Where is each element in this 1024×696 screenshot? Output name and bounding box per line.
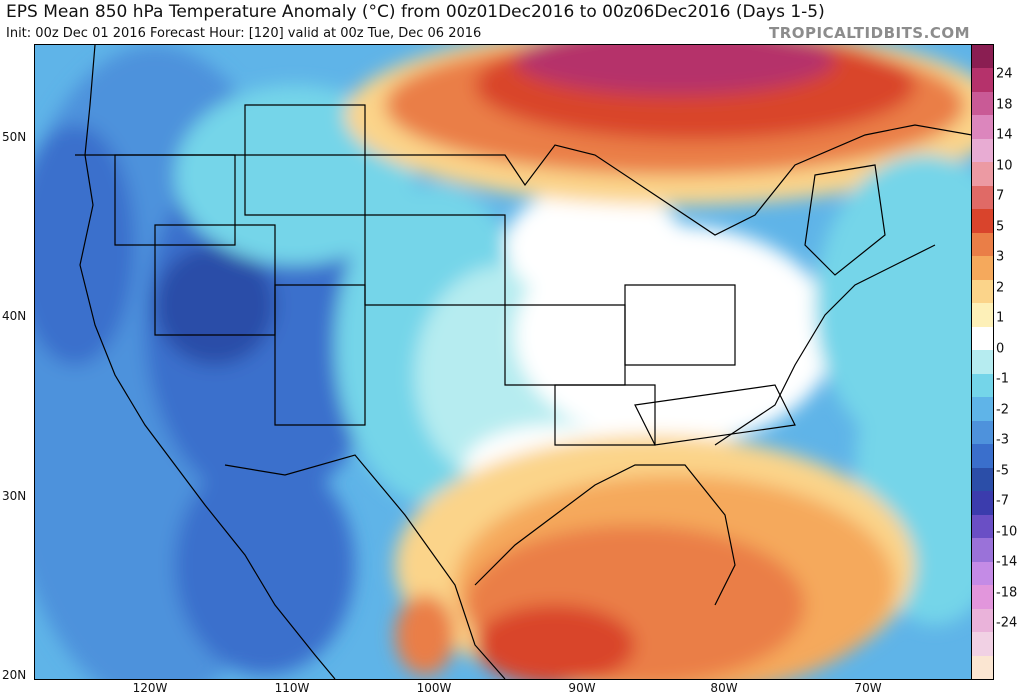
- lon-label-90w: 90W: [568, 681, 596, 695]
- colorbar-segment: [972, 467, 993, 492]
- anomaly-map: [34, 44, 973, 680]
- map-title: EPS Mean 850 hPa Temperature Anomaly (°C…: [6, 2, 825, 22]
- colorbar-segment: [972, 68, 993, 93]
- colorbar-segment: [972, 232, 993, 257]
- state-j: [804, 164, 886, 276]
- lat-label-30n: 30N: [2, 489, 27, 503]
- colorbar-label: 18: [996, 97, 1013, 112]
- state-c: [274, 284, 366, 426]
- colorbar-segment: [972, 420, 993, 445]
- colorbar-label: -18: [996, 585, 1018, 600]
- lon-label-80w: 80W: [710, 681, 738, 695]
- lat-label-40n: 40N: [2, 309, 27, 323]
- colorbar-label: 2: [996, 280, 1005, 295]
- colorbar-label: -2: [996, 402, 1009, 417]
- colorbar-label: 0: [996, 341, 1005, 356]
- colorbar-label: 10: [996, 158, 1013, 173]
- colorbar-segment: [972, 585, 993, 610]
- site-brand: TROPICALTIDBITS.COM: [769, 24, 970, 42]
- colorbar-segment: [972, 655, 993, 680]
- colorbar-label: 7: [996, 188, 1005, 204]
- lon-label-120w: 120W: [132, 681, 168, 695]
- colorbar-segment: [972, 491, 993, 516]
- colorbar-label: -10: [996, 524, 1018, 539]
- lon-label-70w: 70W: [854, 681, 882, 695]
- colorbar-label: -7: [996, 493, 1009, 509]
- colorbar-segment: [972, 538, 993, 563]
- map-canvas: [35, 45, 972, 679]
- state-g: [634, 384, 796, 446]
- colorbar-segment: [972, 115, 993, 140]
- colorbar-segment: [972, 514, 993, 539]
- lat-label-20n: 20N: [2, 668, 27, 682]
- lon-label-110w: 110W: [274, 681, 310, 695]
- colorbar-segment: [972, 91, 993, 116]
- state-i: [114, 154, 236, 246]
- colorbar-segment: [972, 608, 993, 633]
- colorbar-segment: [972, 397, 993, 422]
- colorbar-segment: [972, 303, 993, 328]
- west-coastline: [79, 45, 336, 679]
- colorbar-label: 3: [996, 249, 1005, 265]
- southern-border: [224, 454, 506, 679]
- map-subtitle: Init: 00z Dec 01 2016 Forecast Hour: [12…: [6, 26, 482, 41]
- lon-label-100w: 100W: [416, 681, 452, 695]
- colorbar-segment: [972, 444, 993, 469]
- lat-label-50n: 50N: [2, 130, 27, 144]
- colorbar-label: -3: [996, 432, 1009, 448]
- colorbar-segment: [972, 350, 993, 375]
- colorbar-label: -14: [996, 554, 1018, 570]
- colorbar-label: -24: [996, 615, 1018, 631]
- colorbar-segment: [972, 373, 993, 398]
- colorbar-label: 1: [996, 310, 1005, 326]
- colorbar-segment: [972, 45, 993, 69]
- east-coast: [714, 244, 936, 446]
- colorbar-label: -5: [996, 463, 1009, 478]
- colorbar-segment: [972, 256, 993, 281]
- colorbar-segment: [972, 632, 993, 656]
- state-e: [624, 284, 736, 366]
- northern-border: [75, 124, 972, 236]
- colorbar-label: -1: [996, 371, 1009, 387]
- colorbar-segment: [972, 279, 993, 304]
- colorbar-segment: [972, 209, 993, 234]
- boundaries: [75, 45, 972, 679]
- colorbar-segment: [972, 162, 993, 187]
- colorbar-segment: [972, 326, 993, 351]
- colorbar-segment: [972, 561, 993, 586]
- colorbar-label: 14: [996, 127, 1013, 143]
- colorbar-label: 24: [996, 66, 1013, 82]
- colorbar-label: 5: [996, 219, 1005, 234]
- gulf-coast: [474, 464, 736, 606]
- colorbar-segment: [972, 138, 993, 163]
- colorbar: [971, 44, 994, 680]
- colorbar-segment: [972, 185, 993, 210]
- anomaly-field: [35, 45, 972, 679]
